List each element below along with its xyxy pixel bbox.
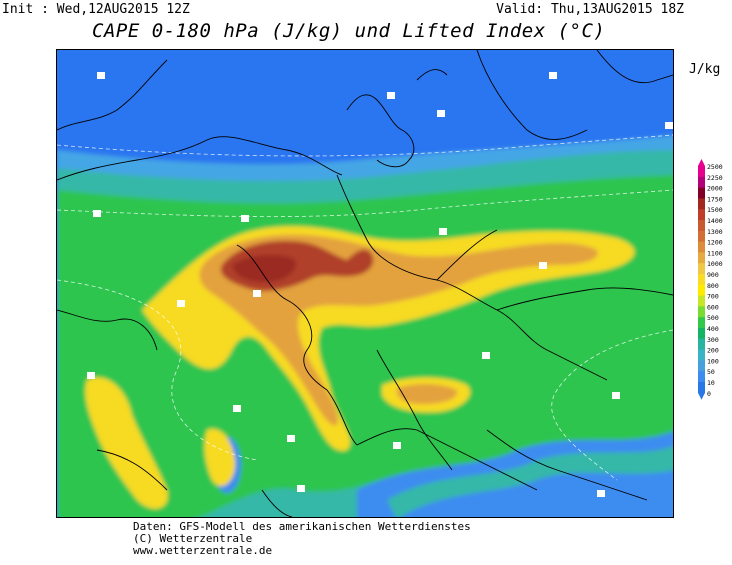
li-marker	[665, 122, 673, 129]
footer-copyright: (C) Wetterzentrale	[133, 532, 253, 545]
init-time: Init : Wed,12AUG2015 12Z	[2, 2, 190, 17]
li-marker	[597, 490, 605, 497]
coastline	[96, 449, 293, 517]
yellow-sw	[85, 377, 168, 509]
border	[356, 229, 673, 491]
legend-level-label: 1100	[707, 249, 723, 257]
legend-swatch	[698, 382, 705, 394]
legend-swatch	[698, 176, 705, 189]
legend-level-label: 900	[707, 271, 719, 279]
legend-swatch	[698, 360, 705, 372]
li-marker	[87, 372, 95, 379]
legend-level-label: 2000	[707, 185, 723, 193]
li-marker	[241, 215, 249, 222]
footer: Daten: GFS-Modell des amerikanischen Wet…	[133, 521, 471, 557]
legend-level-label: 200	[707, 347, 719, 355]
isoline	[57, 189, 673, 218]
li-marker	[233, 405, 241, 412]
legend-swatch	[698, 198, 705, 210]
legend-swatch	[698, 338, 705, 351]
cape-map	[56, 49, 674, 518]
legend-level-label: 1500	[707, 206, 723, 214]
legend-swatch	[698, 220, 705, 232]
isoline	[57, 134, 673, 157]
li-marker	[439, 228, 447, 235]
unit-label: J/kg	[689, 62, 721, 77]
legend-swatch	[698, 166, 705, 178]
li-marker	[437, 110, 445, 117]
coastline	[346, 69, 448, 168]
isoline	[57, 279, 258, 461]
legend-swatch	[698, 306, 705, 318]
legend-level-label: 600	[707, 303, 719, 311]
legend-swatch	[698, 187, 705, 199]
legend-level-label: 2250	[707, 174, 723, 182]
legend-level-label: 1300	[707, 228, 723, 236]
legend-swatch	[698, 252, 705, 264]
legend-level-label: 800	[707, 282, 719, 290]
li-marker	[177, 300, 185, 307]
border	[236, 174, 608, 446]
li-marker	[97, 72, 105, 79]
legend-top-arrow	[698, 159, 705, 166]
valid-time: Valid: Thu,13AUG2015 18Z	[496, 2, 684, 17]
li-marker	[297, 485, 305, 492]
legend-level-label: 10	[707, 379, 715, 387]
footer-website[interactable]: www.wetterzentrale.de	[133, 544, 273, 557]
li-marker	[393, 442, 401, 449]
brown-core2	[232, 254, 296, 283]
legend-level-label: 1400	[707, 217, 723, 225]
south-teal	[387, 446, 673, 517]
legend-swatch	[698, 284, 705, 297]
legend-level-label: 2500	[707, 163, 723, 171]
legend-level-label: 500	[707, 314, 719, 322]
legend-swatch	[698, 295, 705, 307]
legend-swatch	[698, 230, 705, 243]
li-marker	[387, 92, 395, 99]
legend-swatch	[698, 371, 705, 383]
legend-level-label: 300	[707, 336, 719, 344]
orange-blob-se	[396, 384, 458, 404]
color-legend: 2500225020001750150014001300120011001000…	[698, 159, 723, 400]
li-marker	[287, 435, 295, 442]
coastline	[476, 50, 673, 140]
li-marker	[539, 262, 547, 269]
coastline	[57, 59, 343, 181]
yellow-sw2	[204, 429, 236, 487]
map-title: CAPE 0-180 hPa (J/kg) und Lifted Index (…	[92, 20, 606, 42]
legend-level-label: 1750	[707, 195, 723, 203]
legend-swatch	[698, 349, 705, 361]
yellow-coast	[152, 296, 178, 328]
li-marker	[482, 352, 490, 359]
legend-swatch	[698, 317, 705, 329]
legend-level-label: 1200	[707, 239, 723, 247]
li-marker	[612, 392, 620, 399]
li-marker	[253, 290, 261, 297]
coastline	[57, 309, 648, 501]
legend-level-label: 0	[707, 390, 711, 398]
li-marker	[549, 72, 557, 79]
li-marker	[93, 210, 101, 217]
legend-level-label: 700	[707, 293, 719, 301]
legend-swatch	[698, 274, 705, 286]
legend-swatch	[698, 241, 705, 253]
legend-swatch	[698, 209, 705, 221]
legend-level-label: 400	[707, 325, 719, 333]
legend-swatch	[698, 328, 705, 340]
legend-level-label: 50	[707, 368, 715, 376]
legend-level-label: 1000	[707, 260, 723, 268]
legend-swatch	[698, 263, 705, 275]
legend-bottom-arrow	[698, 392, 705, 400]
isoline	[551, 329, 673, 481]
footer-data-source: Daten: GFS-Modell des amerikanischen Wet…	[133, 520, 471, 533]
legend-level-label: 100	[707, 357, 719, 365]
